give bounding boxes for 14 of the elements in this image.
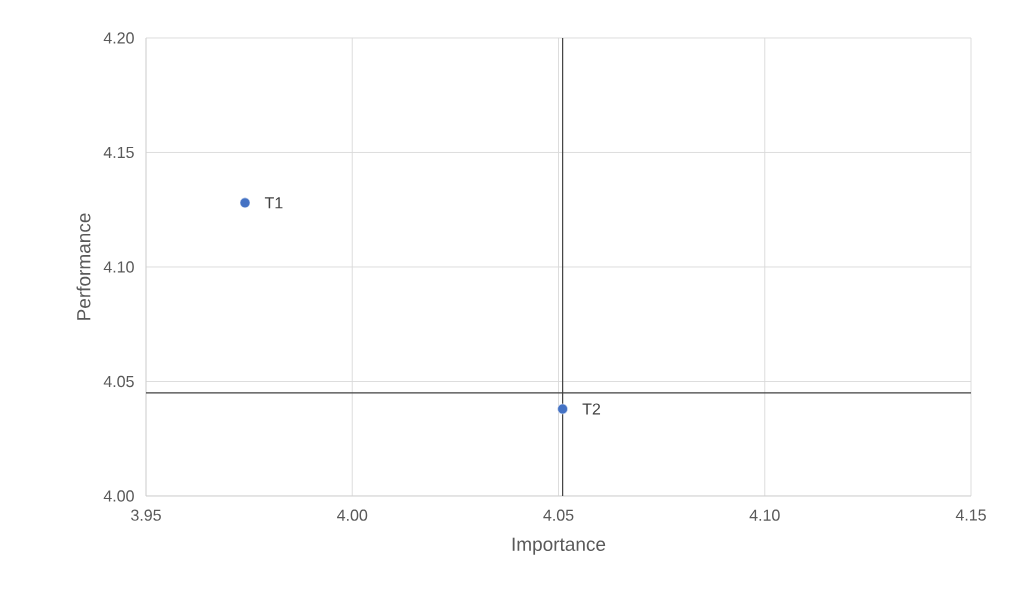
x-tick-label: 3.95 [131, 509, 161, 521]
x-axis-title: Importance [512, 537, 606, 555]
annotation: T2 [582, 403, 601, 415]
annotation: T1 [264, 197, 283, 209]
y-tick-label: 4.15 [103, 146, 134, 159]
y-axis-title: Performance [76, 213, 91, 320]
x-tick-label: 4.10 [749, 509, 780, 521]
x-tick-label: 4.15 [955, 509, 986, 521]
y-tick-label: 4.20 [103, 32, 134, 44]
x-tick-label: 4.00 [337, 509, 368, 521]
y-tick-label: 4.10 [103, 261, 134, 273]
y-tick-label: 4.05 [103, 375, 134, 388]
x-tick-label: 4.05 [543, 509, 574, 521]
y-tick-label: 4.00 [103, 490, 134, 502]
